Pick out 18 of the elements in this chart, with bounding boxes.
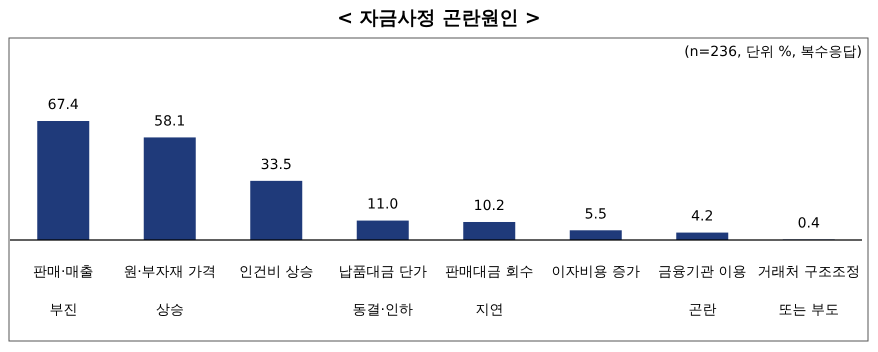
chart-title: < 자금사정 곤란원인 > bbox=[337, 7, 541, 29]
category-label: 판매·매출 부진 bbox=[33, 264, 94, 318]
category-label: 원·부자재 가격 상승 bbox=[123, 264, 216, 318]
data-label: 67.4 bbox=[48, 97, 79, 113]
data-label: 58.1 bbox=[154, 113, 186, 130]
x-tick-label: 이자비용 증가 bbox=[552, 264, 640, 280]
chart-subtitle: (n=236, 단위 %, 복수응답) bbox=[684, 44, 862, 60]
data-label: 33.5 bbox=[260, 156, 292, 173]
data-label: 11.0 bbox=[367, 196, 398, 213]
data-label: 5.5 bbox=[584, 206, 607, 222]
category-label: 판매대금 회수 지연 bbox=[445, 264, 534, 318]
data-label: 0.4 bbox=[798, 215, 820, 232]
category-label: 거래처 구조조정 또는 부도 bbox=[758, 264, 860, 318]
x-tick-label: 인건비 상승 bbox=[239, 264, 314, 280]
category-label: 금융기관 이용 곤란 bbox=[658, 264, 746, 318]
data-label: 10.2 bbox=[474, 198, 505, 214]
category-label: 납품대금 단가 동결·인하 bbox=[338, 264, 427, 318]
data-label: 4.2 bbox=[691, 208, 714, 225]
